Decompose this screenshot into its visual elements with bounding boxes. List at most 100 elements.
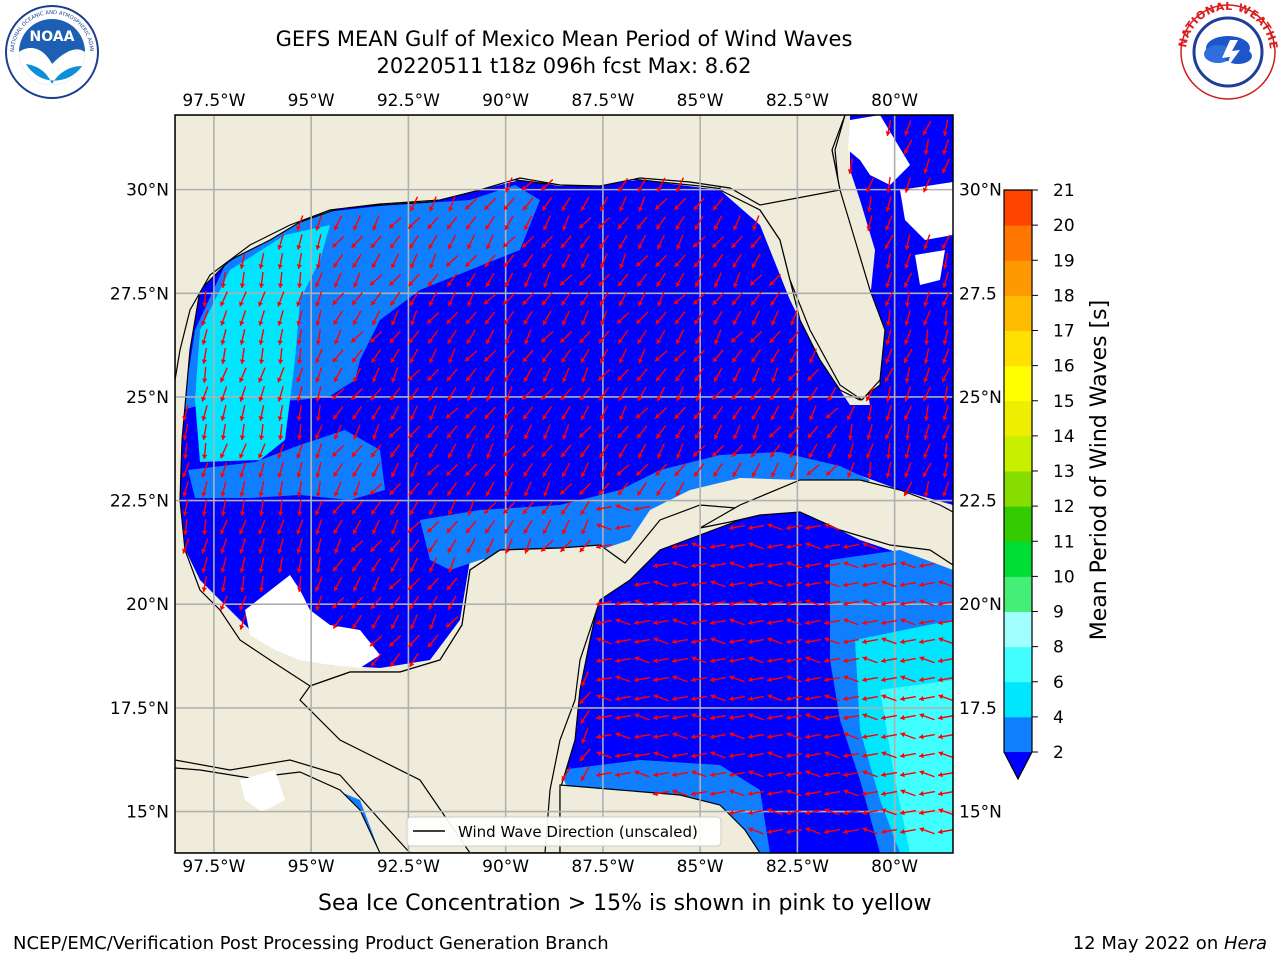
- wave-direction-arrow: [503, 463, 515, 477]
- wave-direction-arrow: [296, 538, 303, 554]
- wave-direction-arrow: [711, 235, 725, 249]
- wave-direction-arrow: [941, 158, 951, 174]
- wave-direction-arrow: [804, 676, 822, 683]
- colorbar-tick-label: 16: [1053, 357, 1075, 377]
- wave-direction-arrow: [466, 329, 476, 345]
- wave-direction-arrow: [771, 310, 779, 326]
- colorbar-tick-label: 9: [1053, 603, 1064, 623]
- wave-direction-arrow: [790, 462, 798, 478]
- wave-direction-arrow: [409, 405, 419, 421]
- wave-direction-arrow: [766, 676, 784, 683]
- wave-direction-arrow: [918, 733, 936, 740]
- wave-direction-arrow: [466, 272, 476, 288]
- wave-direction-arrow: [220, 271, 227, 289]
- wave-direction-arrow: [616, 312, 630, 324]
- wave-direction-arrow: [693, 254, 705, 268]
- wave-direction-arrow: [942, 120, 949, 136]
- wave-direction-arrow: [823, 657, 841, 664]
- wave-direction-arrow: [580, 766, 590, 782]
- wave-direction-arrow: [540, 540, 554, 552]
- wave-direction-arrow: [258, 443, 266, 459]
- wave-direction-arrow: [747, 752, 765, 759]
- wave-direction-arrow: [201, 310, 209, 326]
- wave-direction-arrow: [464, 350, 478, 362]
- wave-direction-arrow: [941, 234, 951, 250]
- wave-direction-arrow: [656, 329, 666, 345]
- wave-direction-arrow: [923, 177, 931, 193]
- wave-direction-arrow: [842, 714, 860, 721]
- wave-direction-arrow: [942, 252, 949, 270]
- wave-direction-arrow: [790, 310, 798, 326]
- wave-direction-arrow: [561, 766, 571, 782]
- wave-direction-arrow: [729, 789, 745, 797]
- wave-direction-arrow: [182, 442, 189, 460]
- wave-direction-arrow: [408, 387, 420, 401]
- wave-direction-arrow: [371, 405, 381, 421]
- wave-direction-arrow: [599, 405, 609, 421]
- wave-direction-arrow: [885, 253, 892, 269]
- wave-direction-arrow: [541, 444, 553, 458]
- wave-direction-arrow: [483, 502, 497, 514]
- wave-direction-arrow: [732, 310, 742, 326]
- wave-direction-arrow: [467, 291, 475, 307]
- wave-direction-arrow: [804, 619, 822, 626]
- wave-direction-arrow: [676, 234, 684, 250]
- wave-direction-arrow: [296, 367, 304, 383]
- wave-direction-arrow: [559, 330, 573, 344]
- wave-direction-arrow: [485, 215, 495, 231]
- wave-direction-arrow: [731, 444, 743, 458]
- wave-direction-arrow: [655, 216, 667, 230]
- wave-direction-arrow: [503, 311, 515, 325]
- wave-direction-arrow: [785, 543, 803, 550]
- wave-direction-arrow: [201, 499, 208, 517]
- wave-direction-arrow: [560, 501, 572, 515]
- x-tick-label: 85°W: [677, 91, 724, 111]
- wave-direction-arrow: [428, 443, 438, 459]
- wave-direction-arrow: [445, 311, 459, 325]
- wave-direction-arrow: [333, 519, 343, 535]
- wave-direction-arrow: [522, 349, 534, 363]
- colorbar-tick-label: 12: [1053, 497, 1075, 517]
- wave-direction-arrow: [880, 676, 898, 683]
- wave-direction-arrow: [692, 236, 706, 248]
- wave-direction-arrow: [466, 234, 476, 250]
- wave-direction-arrow: [483, 197, 497, 211]
- wave-direction-arrow: [695, 386, 703, 402]
- wave-direction-arrow: [880, 600, 898, 607]
- wave-direction-arrow: [619, 196, 627, 212]
- wave-direction-arrow: [258, 481, 265, 497]
- wave-direction-arrow: [595, 733, 613, 740]
- wave-direction-arrow: [635, 407, 649, 419]
- y-tick-label-right: 20°N: [959, 595, 1002, 615]
- wave-direction-arrow: [825, 463, 839, 477]
- wave-direction-arrow: [371, 557, 381, 573]
- wave-direction-arrow: [427, 273, 439, 287]
- wave-direction-arrow: [447, 234, 457, 250]
- wave-direction-arrow: [786, 732, 802, 740]
- wave-direction-arrow: [824, 694, 840, 702]
- wave-direction-arrow: [789, 348, 799, 364]
- wave-direction-arrow: [315, 538, 322, 554]
- y-tick-label-left: 20°N: [126, 595, 169, 615]
- wave-direction-arrow: [656, 272, 666, 288]
- wave-direction-arrow: [904, 443, 911, 459]
- wave-direction-arrow: [709, 676, 727, 683]
- wave-direction-arrow: [595, 657, 613, 664]
- wave-direction-arrow: [823, 543, 841, 550]
- wave-direction-arrow: [880, 714, 898, 721]
- wave-direction-arrow: [652, 657, 670, 664]
- wave-direction-arrow: [842, 771, 860, 778]
- wave-direction-arrow: [598, 273, 610, 287]
- wave-direction-arrow: [277, 253, 284, 269]
- wave-direction-arrow: [618, 443, 628, 459]
- wave-direction-arrow: [220, 291, 228, 307]
- wave-direction-arrow: [922, 462, 932, 478]
- wave-direction-arrow: [596, 523, 612, 531]
- wave-direction-arrow: [885, 329, 892, 345]
- wave-direction-arrow: [766, 828, 784, 835]
- wave-direction-arrow: [220, 499, 227, 517]
- wave-direction-arrow: [220, 386, 228, 402]
- wave-direction-arrow: [333, 576, 343, 592]
- wave-direction-arrow: [409, 557, 419, 573]
- wave-direction-arrow: [201, 423, 208, 441]
